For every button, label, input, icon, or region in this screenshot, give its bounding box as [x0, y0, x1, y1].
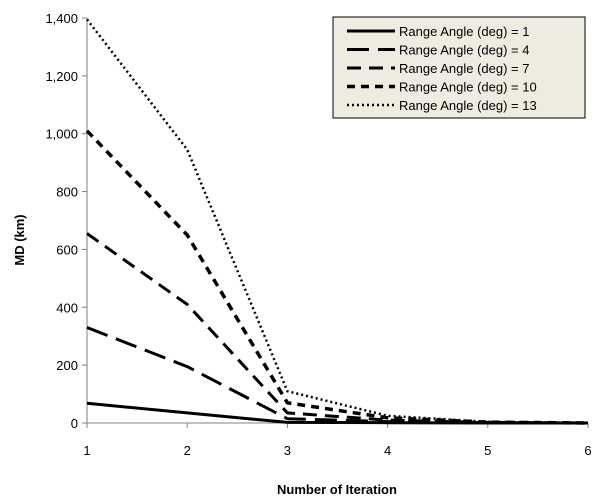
legend-entry: Range Angle (deg) = 10	[399, 80, 537, 95]
y-axis-title: MD (km)	[12, 214, 27, 265]
y-tick-label: 400	[56, 300, 78, 315]
series-line-range-angle-5	[86, 18, 589, 425]
series-line-range-angle-4	[85, 129, 589, 425]
x-tick-label: 1	[83, 443, 90, 458]
series-line-range-angle-2	[86, 326, 589, 425]
y-tick-label: 1,400	[45, 11, 78, 26]
x-tick-label: 6	[584, 443, 591, 458]
y-axis-ticks: 0 200 400 600 800 1,000 1,200 1,400	[45, 11, 87, 431]
y-tick-label: 600	[56, 242, 78, 257]
y-tick-label: 1,200	[45, 69, 78, 84]
x-axis-ticks: 1 2 3 4 5 6	[83, 423, 592, 458]
y-tick-label: 200	[56, 358, 78, 373]
series-layer	[85, 18, 589, 425]
series-line-range-angle-3	[86, 232, 589, 425]
x-tick-label: 4	[384, 443, 391, 458]
x-tick-label: 2	[184, 443, 191, 458]
y-tick-label: 1,000	[45, 127, 78, 142]
x-tick-label: 5	[484, 443, 491, 458]
y-tick-label: 0	[71, 416, 78, 431]
x-tick-label: 3	[284, 443, 291, 458]
legend-entry: Range Angle (deg) = 7	[399, 61, 529, 76]
legend: Range Angle (deg) = 1 Range Angle (deg) =…	[332, 16, 586, 119]
x-axis-title: Number of Iteration	[277, 482, 397, 497]
legend-entry: Range Angle (deg) = 1	[399, 24, 529, 39]
legend-entry: Range Angle (deg) = 4	[399, 43, 529, 58]
legend-box	[332, 16, 586, 119]
y-tick-label: 800	[56, 185, 78, 200]
series-line-range-angle-1	[86, 401, 588, 425]
legend-entry: Range Angle (deg) = 13	[399, 98, 537, 113]
